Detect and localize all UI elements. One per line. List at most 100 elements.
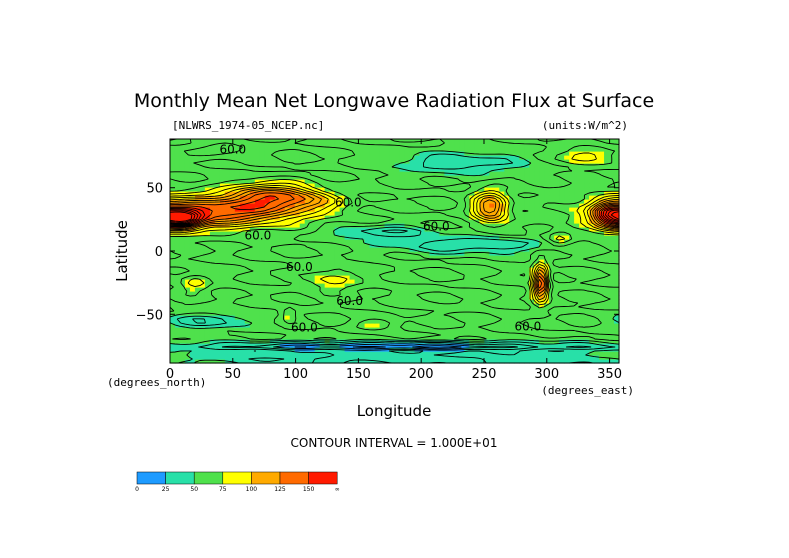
- field-cell: [484, 159, 490, 164]
- field-cell: [559, 199, 565, 204]
- field-cell: [394, 231, 401, 236]
- field-cell: [469, 359, 475, 364]
- field-cell: [344, 331, 351, 336]
- field-cell: [449, 219, 455, 224]
- field-cell: [239, 143, 246, 148]
- field-cell: [219, 143, 226, 148]
- field-cell: [229, 199, 236, 204]
- field-cell: [494, 239, 500, 244]
- field-cell: [534, 171, 540, 176]
- field-cell: [364, 175, 371, 180]
- field-cell: [304, 283, 311, 288]
- field-cell: [304, 359, 311, 364]
- field-cell: [529, 319, 535, 324]
- field-cell: [189, 243, 196, 248]
- field-cell: [449, 323, 455, 328]
- field-cell: [584, 339, 590, 344]
- field-cell: [259, 291, 266, 296]
- field-cell: [319, 151, 326, 156]
- field-cell: [514, 251, 520, 256]
- field-cell: [429, 359, 436, 364]
- field-cell: [569, 191, 575, 196]
- field-cell: [559, 359, 565, 364]
- field-cell: [434, 323, 440, 328]
- field-cell: [469, 303, 475, 308]
- field-cell: [459, 287, 465, 292]
- field-cell: [174, 155, 181, 160]
- field-cell: [224, 231, 231, 236]
- field-cell: [594, 223, 600, 228]
- field-cell: [574, 219, 580, 224]
- field-cell: [339, 155, 346, 160]
- field-cell: [249, 283, 256, 288]
- field-cell: [170, 323, 176, 328]
- field-cell: [189, 183, 196, 188]
- field-cell: [519, 307, 525, 312]
- field-cell: [199, 187, 206, 192]
- field-cell: [489, 199, 495, 204]
- field-cell: [599, 315, 605, 320]
- field-cell: [434, 243, 440, 248]
- field-cell: [189, 151, 196, 156]
- field-cell: [244, 191, 251, 196]
- field-cell: [384, 355, 391, 360]
- field-cell: [339, 263, 346, 268]
- field-cell: [244, 155, 251, 160]
- field-cell: [319, 239, 326, 244]
- field-cell: [170, 247, 176, 252]
- field-cell: [479, 155, 485, 160]
- field-cell: [214, 255, 221, 260]
- field-cell: [444, 263, 450, 268]
- field-cell: [294, 151, 301, 156]
- field-cell: [549, 235, 555, 240]
- field-cell: [614, 287, 620, 292]
- field-cell: [484, 287, 490, 292]
- field-cell: [514, 327, 520, 332]
- field-cell: [454, 227, 460, 232]
- field-cell: [289, 139, 296, 144]
- field-cell: [439, 247, 445, 252]
- field-cell: [464, 163, 470, 168]
- field-cell: [269, 239, 276, 244]
- field-cell: [170, 171, 176, 176]
- field-cell: [174, 263, 181, 268]
- field-cell: [614, 239, 620, 244]
- field-cell: [449, 343, 455, 348]
- field-cell: [349, 147, 356, 152]
- field-cell: [424, 327, 431, 332]
- field-cell: [214, 175, 221, 180]
- field-cell: [194, 151, 201, 156]
- field-cell: [459, 303, 465, 308]
- field-cell: [369, 171, 376, 176]
- field-cell: [529, 303, 535, 308]
- field-cell: [504, 227, 510, 232]
- field-cell: [519, 351, 525, 356]
- field-cell: [384, 207, 391, 212]
- field-cell: [369, 147, 376, 152]
- field-cell: [354, 239, 361, 244]
- field-cell: [319, 315, 326, 320]
- field-cell: [604, 247, 610, 252]
- field-cell: [494, 163, 500, 168]
- field-cell: [299, 331, 306, 336]
- field-cell: [254, 183, 261, 188]
- field-cell: [499, 307, 505, 312]
- field-cell: [339, 295, 346, 300]
- field-cell: [304, 139, 311, 144]
- field-cell: [559, 267, 565, 272]
- field-cell: [294, 235, 301, 240]
- field-cell: [444, 275, 450, 280]
- field-cell: [504, 223, 510, 228]
- field-cell: [354, 351, 361, 356]
- field-cell: [334, 275, 341, 280]
- field-cell: [404, 195, 411, 200]
- field-cell: [374, 187, 381, 192]
- field-cell: [419, 195, 426, 200]
- field-cell: [524, 235, 530, 240]
- field-cell: [569, 263, 575, 268]
- field-cell: [229, 323, 236, 328]
- field-cell: [594, 283, 600, 288]
- field-cell: [214, 359, 221, 364]
- field-cell: [369, 355, 376, 360]
- field-cell: [204, 147, 211, 152]
